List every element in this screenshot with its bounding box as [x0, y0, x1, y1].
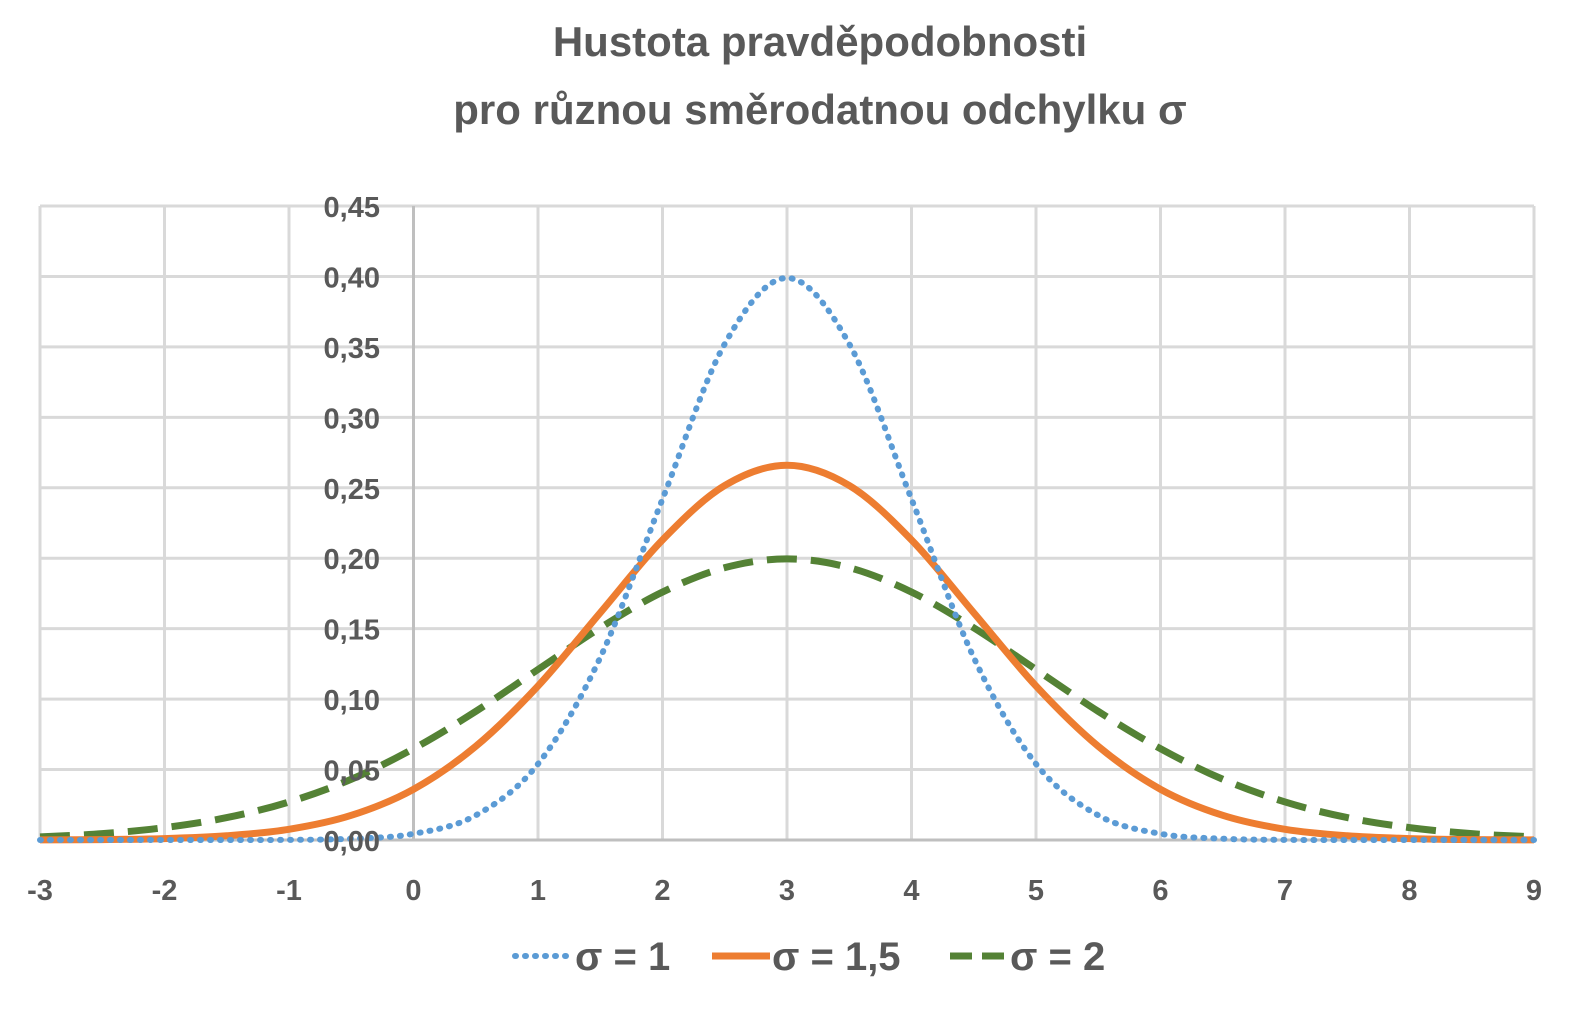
legend-label-3: σ = 2 — [1010, 935, 1105, 979]
y-tick-label: 0,05 — [324, 756, 380, 788]
y-tick-label: 0,45 — [324, 192, 380, 224]
y-tick-labels: 0,00 0,05 0,10 0,15 0,20 0,25 0,30 0,35 0,40 0,45 — [324, 192, 380, 858]
y-tick-label: 0,30 — [324, 403, 380, 435]
chart-title-line-2: pro různou směrodatnou odchylku σ — [453, 86, 1186, 133]
y-tick-label: 0,35 — [324, 333, 380, 365]
x-tick-label: 7 — [1277, 875, 1293, 907]
legend-label-2: σ = 1,5 — [772, 935, 901, 979]
legend: σ = 1 σ = 1,5 σ = 2 — [512, 935, 1105, 979]
x-tick-label: -3 — [27, 875, 53, 907]
y-tick-label: 0,10 — [324, 685, 380, 717]
series-line-3 — [39, 555, 1535, 841]
x-tick-label: 8 — [1401, 875, 1417, 907]
x-tick-label: 3 — [779, 875, 795, 907]
x-tick-labels: -3 -2 -1 0 1 2 3 4 5 6 7 8 9 — [27, 875, 1542, 907]
grid — [38, 204, 1536, 842]
series-line-2 — [39, 461, 1535, 844]
x-tick-label: 9 — [1526, 875, 1542, 907]
x-tick-label: 5 — [1028, 875, 1044, 907]
x-tick-label: -1 — [276, 875, 302, 907]
x-tick-label: -2 — [152, 875, 178, 907]
chart-title-line-1: Hustota pravděpodobnosti — [553, 18, 1087, 65]
x-tick-label: 4 — [903, 875, 919, 907]
y-tick-label: 0,00 — [324, 826, 380, 858]
series-group — [37, 274, 1537, 844]
y-tick-label: 0,40 — [324, 262, 380, 294]
x-tick-label: 0 — [405, 875, 421, 907]
x-tick-label: 1 — [530, 875, 546, 907]
y-tick-label: 0,25 — [324, 474, 380, 506]
series-line-1 — [37, 274, 1537, 844]
x-tick-label: 6 — [1152, 875, 1168, 907]
y-tick-label: 0,15 — [324, 615, 380, 647]
y-tick-label: 0,20 — [324, 544, 380, 576]
x-tick-label: 2 — [654, 875, 670, 907]
legend-label-1: σ = 1 — [575, 935, 670, 979]
